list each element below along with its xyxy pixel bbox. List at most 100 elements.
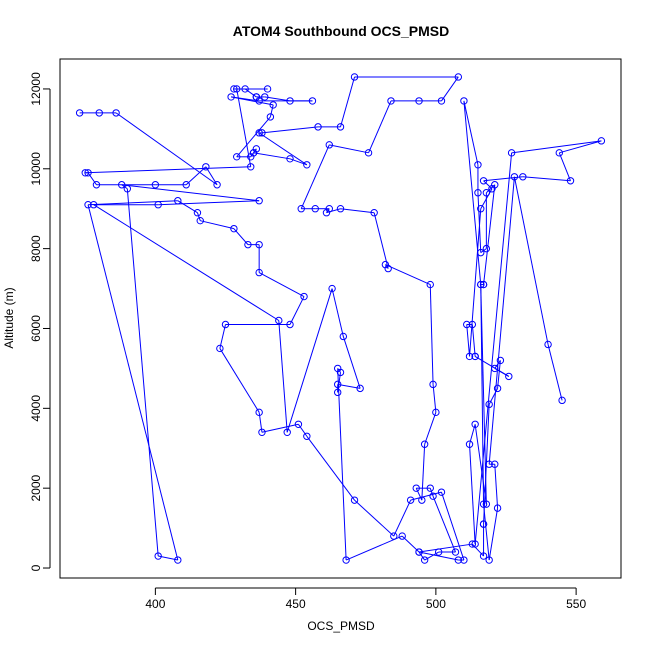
series-segment [432, 495, 456, 553]
data-point [566, 177, 575, 185]
data-point [308, 97, 317, 105]
data-point [255, 408, 263, 417]
data-point [387, 97, 395, 105]
series-segment [483, 504, 490, 561]
data-point [216, 344, 224, 353]
data-point [249, 149, 258, 157]
data-point [429, 380, 437, 389]
series-segment [300, 144, 330, 209]
series-segment [93, 204, 280, 321]
series-segment [185, 166, 207, 186]
data-point [241, 85, 249, 93]
series-segment [432, 384, 437, 413]
data-point [230, 224, 238, 233]
series-segment [418, 551, 426, 561]
series-segment [497, 360, 501, 389]
data-point [370, 209, 378, 217]
series-segment [469, 444, 476, 545]
series-segment [488, 176, 515, 465]
series-segment [483, 176, 523, 182]
series-segment [483, 180, 493, 190]
series-segment [415, 487, 423, 501]
data-point [510, 173, 519, 181]
series-segment [483, 184, 496, 285]
data-point [505, 372, 513, 381]
data-point [485, 556, 493, 564]
series-segment [289, 296, 305, 325]
series-segment [219, 324, 226, 349]
series-segment [258, 132, 308, 166]
y-axis: 0 2000 4000 6000 8000 10000 12000 [29, 72, 51, 571]
data-point [303, 432, 311, 440]
series-segment [231, 96, 274, 106]
series-segment [244, 88, 257, 98]
series-segment [429, 284, 434, 385]
series-segment [547, 344, 563, 401]
data-point [519, 173, 527, 181]
x-tick-label: 550 [566, 597, 586, 611]
data-point [381, 260, 390, 269]
data-point [465, 352, 474, 361]
data-point [297, 205, 305, 213]
series-segment [418, 543, 473, 553]
data-point [325, 141, 333, 149]
data-point [356, 384, 364, 393]
data-point [420, 440, 429, 448]
data-point [555, 149, 563, 157]
data-point [350, 73, 359, 81]
data-point [263, 85, 272, 93]
data-point [333, 380, 342, 389]
series-segment [298, 424, 308, 437]
data-point [95, 109, 103, 117]
data-point [491, 181, 499, 189]
data-point [471, 540, 479, 548]
data-point [477, 248, 485, 257]
series-segment [345, 535, 403, 561]
series-segment [421, 444, 426, 501]
series-segment [513, 176, 549, 345]
series-segment [264, 96, 291, 102]
data-point [558, 396, 566, 405]
data-point [213, 181, 221, 189]
data-point [479, 552, 488, 560]
series-segment [158, 200, 260, 206]
data-point [479, 520, 488, 528]
data-point [507, 149, 516, 157]
series-segment [196, 212, 201, 221]
series-segment [121, 184, 260, 202]
series-segment [410, 491, 442, 501]
data-point [454, 556, 463, 564]
series-segment [236, 116, 271, 158]
data-point [460, 556, 468, 564]
x-tick-label: 400 [145, 597, 165, 611]
series-segment [469, 208, 482, 357]
data-point [333, 388, 342, 397]
data-point [493, 504, 502, 512]
series-segment [494, 464, 499, 509]
chart-title: ATOM4 Southbound OCS_PMSD [233, 23, 449, 39]
y-tick-label: 6000 [29, 315, 43, 342]
data-point [336, 205, 345, 213]
data-point [477, 280, 485, 289]
series-segment [441, 492, 465, 561]
series-segment [340, 76, 356, 128]
series-segment [559, 140, 602, 154]
series-segment [340, 208, 375, 214]
series-segment [474, 424, 487, 505]
data-point [477, 205, 485, 213]
series-segment [342, 336, 361, 389]
series-segment [236, 88, 252, 167]
data-point [154, 201, 162, 209]
data-point [482, 500, 491, 508]
y-tick-label: 10000 [29, 152, 43, 186]
data-point [123, 185, 132, 193]
data-point [286, 97, 294, 105]
series-segment [488, 508, 499, 561]
data-point [286, 155, 294, 163]
series-segment [441, 76, 459, 102]
data-point [418, 496, 426, 504]
data-point [193, 209, 202, 217]
x-tick-label: 450 [286, 597, 306, 611]
data-point [303, 161, 311, 169]
data-point [465, 440, 474, 448]
